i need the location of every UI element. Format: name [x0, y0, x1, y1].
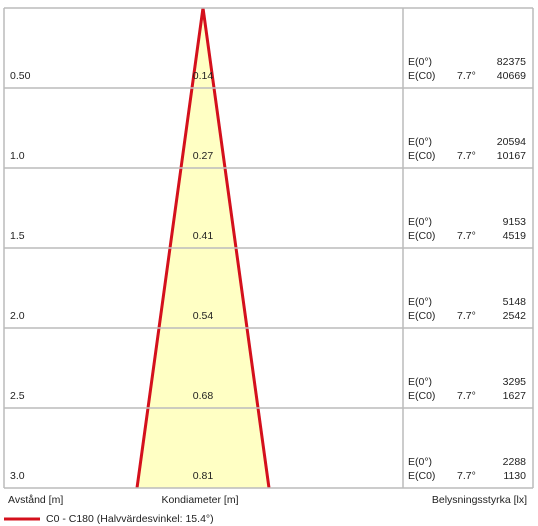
e0-value: 9153 — [503, 216, 527, 228]
e0-label: E(0°) — [408, 216, 432, 228]
diameter: 0.27 — [193, 150, 214, 162]
distance: 2.5 — [10, 390, 25, 402]
diameter: 0.54 — [193, 310, 214, 322]
ec0-label: E(C0) — [408, 230, 435, 242]
ec0-label: E(C0) — [408, 310, 435, 322]
ec0-value: 40669 — [497, 70, 526, 82]
ec0-value: 10167 — [497, 150, 526, 162]
angle: 7.7° — [457, 70, 476, 82]
angle: 7.7° — [457, 150, 476, 162]
e0-value: 20594 — [497, 136, 526, 148]
distance: 2.0 — [10, 310, 25, 322]
diameter: 0.81 — [193, 470, 214, 482]
ec0-value: 1130 — [503, 470, 526, 482]
ec0-value: 2542 — [503, 310, 527, 322]
diameter: 0.41 — [193, 230, 214, 242]
angle: 7.7° — [457, 390, 476, 402]
angle: 7.7° — [457, 310, 476, 322]
ec0-label: E(C0) — [408, 390, 435, 402]
e0-value: 82375 — [497, 56, 526, 68]
e0-label: E(0°) — [408, 56, 432, 68]
distance: 1.5 — [10, 230, 25, 242]
e0-value: 2288 — [503, 456, 527, 468]
axis-label: Belysningsstyrka [lx] — [432, 494, 527, 506]
angle: 7.7° — [457, 470, 476, 482]
ec0-value: 4519 — [503, 230, 527, 242]
e0-label: E(0°) — [408, 456, 432, 468]
legend-label: C0 - C180 (Halvvärdesvinkel: 15.4°) — [46, 513, 214, 525]
distance: 1.0 — [10, 150, 25, 162]
diameter: 0.14 — [193, 70, 214, 82]
angle: 7.7° — [457, 230, 476, 242]
axis-label: Avstånd [m] — [8, 494, 63, 506]
e0-label: E(0°) — [408, 376, 432, 388]
distance: 3.0 — [10, 470, 25, 482]
e0-label: E(0°) — [408, 136, 432, 148]
diameter: 0.68 — [193, 390, 214, 402]
ec0-value: 1627 — [503, 390, 527, 402]
ec0-label: E(C0) — [408, 70, 435, 82]
e0-value: 3295 — [503, 376, 527, 388]
axis-label: Kondiameter [m] — [161, 494, 238, 506]
e0-value: 5148 — [503, 296, 527, 308]
ec0-label: E(C0) — [408, 150, 435, 162]
ec0-label: E(C0) — [408, 470, 435, 482]
distance: 0.50 — [10, 70, 31, 82]
e0-label: E(0°) — [408, 296, 432, 308]
